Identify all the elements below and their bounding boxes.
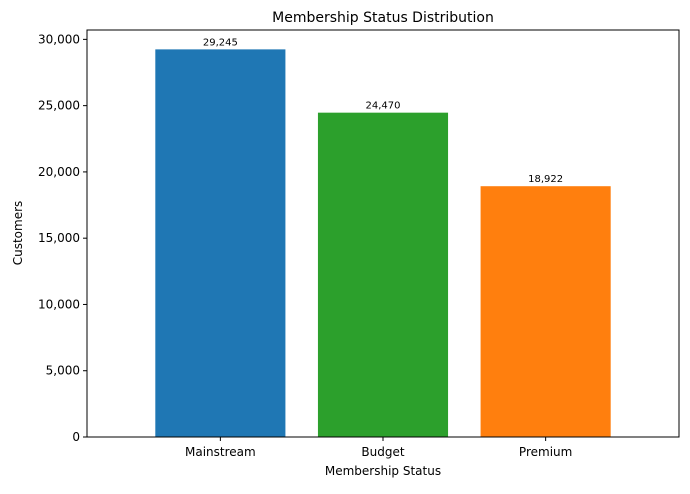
x-axis-label: Membership Status [325,464,441,478]
y-tick-label: 0 [72,430,80,444]
x-tick-label: Mainstream [185,445,256,459]
y-axis-label: Customers [11,201,25,266]
y-axis: 0 5,000 10,000 15,000 20,000 25,000 30,000 [38,32,87,444]
x-axis: Mainstream Budget Premium [185,437,572,459]
bar-budget [317,112,449,437]
x-tick-label: Premium [519,445,572,459]
bar-value-label: 24,470 [366,101,401,112]
chart-title: Membership Status Distribution [272,10,494,26]
y-tick-label: 15,000 [38,231,80,245]
bar-value-label: 18,922 [528,174,563,185]
bars-layer: 29,245 24,470 18,922 [155,37,611,437]
bar-premium [480,186,611,437]
y-tick-label: 5,000 [46,364,80,378]
bar-mainstream [155,49,286,437]
y-tick-label: 10,000 [38,297,80,311]
x-tick-label: Budget [361,445,404,459]
y-tick-label: 20,000 [38,165,80,179]
plot-frame [86,29,680,438]
y-tick-label: 25,000 [38,99,80,113]
bar-value-label: 29,245 [203,37,238,48]
y-tick-label: 30,000 [38,32,80,46]
